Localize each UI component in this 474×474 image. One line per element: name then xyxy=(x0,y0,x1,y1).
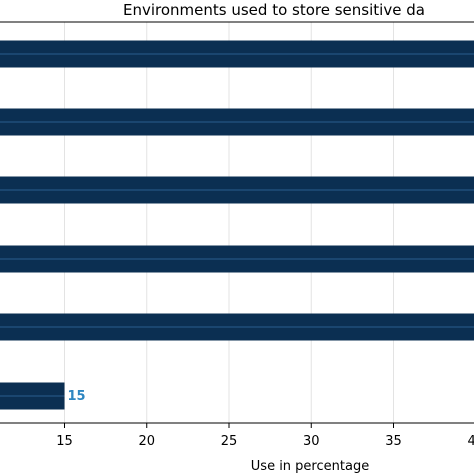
x-tick-label: 40 xyxy=(467,434,474,449)
x-tick-label: 25 xyxy=(221,434,238,449)
grid-layer xyxy=(64,22,394,423)
x-axis-label: Use in percentage xyxy=(251,459,369,474)
x-tick-label: 20 xyxy=(138,434,155,449)
x-tick-label: 30 xyxy=(303,434,320,449)
bar-layer xyxy=(0,40,474,410)
x-tick-label: 15 xyxy=(56,434,73,449)
plot-frame xyxy=(0,21,474,424)
data-label-bar-6: 15 xyxy=(68,389,86,404)
x-axis-ticks: 15 20 25 30 35 40 xyxy=(56,423,474,449)
chart-title: Environments used to store sensitive da xyxy=(123,1,425,19)
data-label-layer: 15 xyxy=(68,389,86,404)
x-tick-label: 35 xyxy=(385,434,402,449)
